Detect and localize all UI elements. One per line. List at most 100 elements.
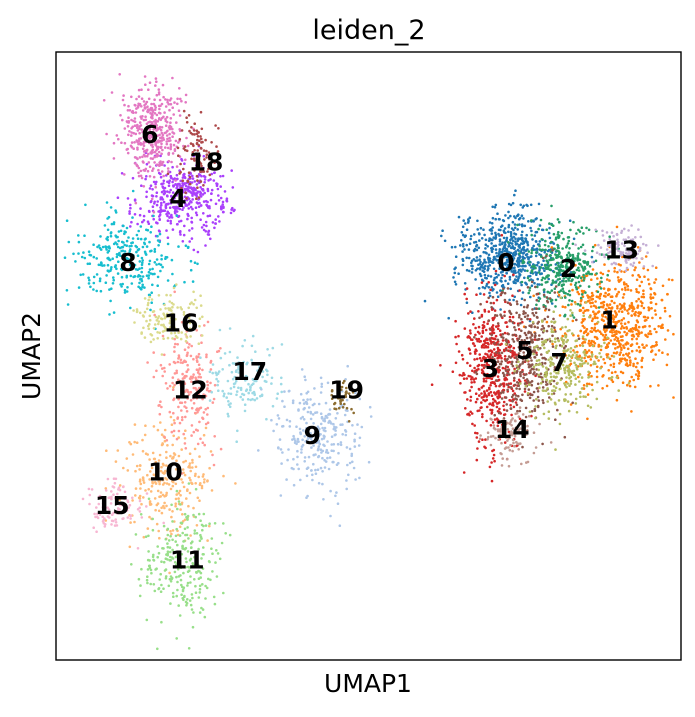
- data-point: [554, 418, 557, 422]
- data-point: [166, 236, 170, 239]
- data-point: [629, 289, 633, 292]
- data-point: [615, 398, 619, 402]
- data-point: [533, 332, 537, 335]
- data-point: [505, 271, 508, 275]
- data-point: [535, 373, 538, 376]
- data-point: [179, 503, 182, 506]
- data-point: [557, 230, 560, 234]
- data-point: [555, 344, 558, 348]
- data-point: [190, 237, 194, 240]
- data-point: [500, 276, 503, 280]
- data-point: [504, 254, 508, 258]
- data-point: [469, 352, 472, 355]
- data-point: [184, 546, 188, 550]
- data-point: [500, 315, 503, 318]
- data-point: [591, 388, 594, 392]
- data-point: [623, 330, 626, 334]
- data-point: [180, 448, 183, 451]
- data-point: [510, 266, 513, 270]
- data-point: [313, 402, 316, 406]
- data-point: [585, 382, 589, 386]
- data-point: [161, 148, 164, 152]
- data-point: [599, 305, 603, 309]
- data-point: [326, 451, 330, 455]
- data-point: [577, 337, 581, 341]
- data-point: [573, 361, 576, 365]
- data-point: [222, 522, 225, 525]
- data-point: [585, 384, 589, 388]
- data-point: [92, 255, 96, 259]
- data-point: [530, 338, 533, 342]
- data-point: [624, 288, 627, 292]
- data-point: [490, 306, 493, 309]
- data-point: [487, 310, 491, 313]
- data-point: [524, 346, 527, 350]
- data-point: [181, 531, 184, 535]
- data-point: [232, 209, 236, 213]
- data-point: [178, 421, 182, 425]
- data-point: [129, 274, 133, 278]
- data-point: [495, 275, 499, 279]
- data-point: [136, 275, 140, 278]
- data-point: [147, 121, 150, 124]
- data-point: [523, 276, 526, 280]
- data-point: [516, 431, 519, 435]
- data-point: [309, 437, 313, 440]
- data-point: [520, 283, 523, 287]
- data-point: [577, 228, 580, 232]
- data-point: [501, 371, 505, 375]
- data-point: [163, 353, 166, 357]
- data-point: [581, 306, 585, 310]
- data-point: [547, 358, 550, 362]
- data-point: [450, 245, 454, 249]
- data-point: [115, 243, 119, 246]
- data-point: [467, 219, 470, 223]
- data-point: [128, 545, 132, 549]
- data-point: [141, 220, 144, 224]
- data-point: [171, 180, 174, 184]
- data-point: [296, 449, 299, 453]
- data-point: [319, 376, 323, 380]
- data-point: [87, 282, 91, 285]
- data-point: [123, 103, 126, 107]
- data-point: [567, 279, 571, 282]
- data-point: [538, 240, 542, 243]
- data-point: [209, 359, 213, 363]
- data-point: [621, 371, 625, 375]
- data-point: [149, 200, 153, 204]
- data-point: [499, 333, 502, 337]
- data-point: [502, 408, 506, 412]
- data-point: [171, 529, 175, 532]
- data-point: [272, 429, 275, 433]
- data-point: [198, 455, 201, 458]
- data-point: [520, 347, 523, 351]
- data-point: [178, 207, 182, 211]
- data-point: [631, 309, 634, 313]
- data-point: [496, 418, 500, 422]
- data-point: [531, 341, 534, 344]
- data-point: [189, 566, 192, 569]
- data-point: [216, 187, 220, 191]
- data-point: [482, 270, 486, 274]
- data-point: [519, 355, 522, 358]
- data-point: [171, 480, 174, 483]
- data-point: [480, 265, 483, 269]
- data-point: [133, 263, 137, 267]
- data-point: [490, 374, 494, 377]
- data-point: [368, 405, 372, 409]
- data-point: [277, 446, 280, 450]
- data-point: [480, 346, 484, 349]
- data-point: [521, 291, 525, 294]
- data-point: [202, 154, 206, 158]
- data-point: [529, 295, 532, 299]
- data-point: [512, 346, 516, 350]
- data-point: [492, 288, 495, 291]
- data-point: [525, 233, 528, 237]
- data-point: [554, 267, 558, 270]
- data-point: [186, 351, 189, 355]
- data-point: [604, 333, 608, 337]
- data-point: [197, 173, 201, 176]
- data-point: [495, 379, 498, 382]
- data-point: [195, 552, 198, 556]
- data-point: [491, 360, 494, 363]
